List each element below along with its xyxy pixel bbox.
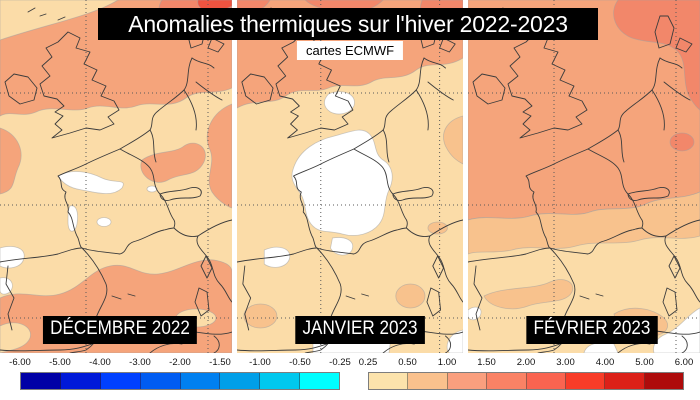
month-label-february: FÉVRIER 2023 [526,316,658,344]
colorbar-tick: -1.00 [249,357,271,368]
colorbar-cell [644,373,683,389]
colorbar-tick: 4.00 [595,357,615,368]
colorbar-cell [100,373,141,389]
colorbar-tick: 1.00 [437,357,457,368]
colorbar-tick: -1.50 [209,357,231,368]
colorbar-tick: 1.50 [477,357,496,368]
map-panel-february [468,0,700,353]
colorbar-positive-cells [368,372,684,390]
colorbar-tick: 6.00 [674,357,694,368]
map-february-svg [468,0,700,353]
colorbar-positive: 0.25 0.50 1.00 1.50 2.00 3.00 4.00 5.00 6.00 [359,357,694,390]
colorbar-tick: -5.00 [49,357,71,368]
colorbar-cell [487,373,527,389]
colorbar-tick: -2.00 [169,357,191,368]
colorbar-cell [526,373,566,389]
page-title: Anomalies thermiques sur l'hiver 2022-20… [98,8,598,40]
colorbar-tick: 0.50 [398,357,417,368]
colorbar-cell [447,373,488,389]
map-panel-december [0,0,232,353]
source-note: cartes ECMWF [296,41,404,60]
month-label-december: DÉCEMBRE 2022 [42,316,198,344]
colorbar-tick: 5.00 [635,357,654,368]
colorbar-tick: -3.00 [129,357,151,368]
colorbar-tick: -6.00 [9,357,31,368]
colorbar-tick: -0.25 [329,357,351,368]
colorbar-negative-cells [20,372,340,390]
colorbar-cell [180,373,221,389]
colorbar-negative-ticks: -6.00 -5.00 -4.00 -3.00 -2.00 -1.50 -1.00 -0.50… [9,357,351,370]
colorbar-cell [260,373,301,389]
colorbar-cell [60,373,101,389]
colorbar-positive-ticks: 0.25 0.50 1.00 1.50 2.00 3.00 4.00 5.00 6.00 [359,357,694,370]
colorbar-cell [565,373,606,389]
colorbar-tick: 0.25 [358,357,378,368]
colorbar-tick: -0.50 [289,357,311,368]
colorbar-cell [220,373,261,389]
map-december-svg [0,0,232,353]
colorbar-tick: 3.00 [556,357,575,368]
colorbar-cell [140,373,181,389]
colorbar-cell [300,373,339,389]
colorbar-cell [21,373,61,389]
colorbar-negative: -6.00 -5.00 -4.00 -3.00 -2.00 -1.50 -1.00 -0.50… [9,357,351,390]
colorbar-cell [408,373,448,389]
colorbar-tick: -4.00 [89,357,111,368]
month-label-january: JANVIER 2023 [295,316,425,344]
colorbar-cell [369,373,409,389]
colorbar-cell [605,373,645,389]
colorbar-tick: 2.00 [516,357,536,368]
